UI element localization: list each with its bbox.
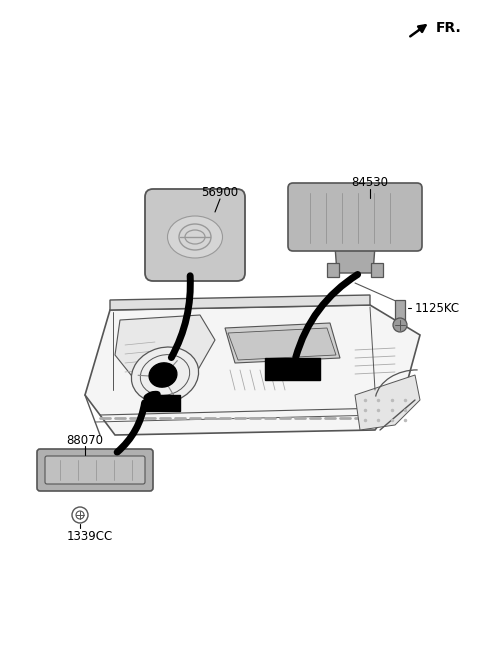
FancyBboxPatch shape: [265, 358, 320, 380]
FancyBboxPatch shape: [395, 300, 405, 322]
Polygon shape: [225, 323, 340, 363]
Ellipse shape: [393, 318, 407, 332]
Ellipse shape: [168, 216, 223, 258]
Text: 88070: 88070: [67, 434, 104, 447]
Text: 84530: 84530: [351, 176, 388, 190]
FancyBboxPatch shape: [145, 189, 245, 281]
Polygon shape: [228, 328, 336, 360]
Ellipse shape: [149, 363, 177, 387]
Polygon shape: [115, 315, 215, 380]
FancyBboxPatch shape: [327, 263, 339, 277]
FancyBboxPatch shape: [288, 183, 422, 251]
Polygon shape: [110, 295, 370, 310]
Text: 1339CC: 1339CC: [67, 529, 113, 543]
Ellipse shape: [152, 368, 174, 386]
FancyBboxPatch shape: [37, 449, 153, 491]
FancyBboxPatch shape: [45, 456, 145, 484]
FancyBboxPatch shape: [371, 263, 383, 277]
Text: 1125KC: 1125KC: [415, 302, 460, 314]
Text: FR.: FR.: [436, 21, 462, 35]
Ellipse shape: [132, 347, 199, 403]
Polygon shape: [355, 375, 420, 430]
Text: 56900: 56900: [202, 186, 239, 199]
Polygon shape: [85, 305, 420, 435]
FancyBboxPatch shape: [145, 395, 180, 411]
Polygon shape: [335, 246, 375, 273]
